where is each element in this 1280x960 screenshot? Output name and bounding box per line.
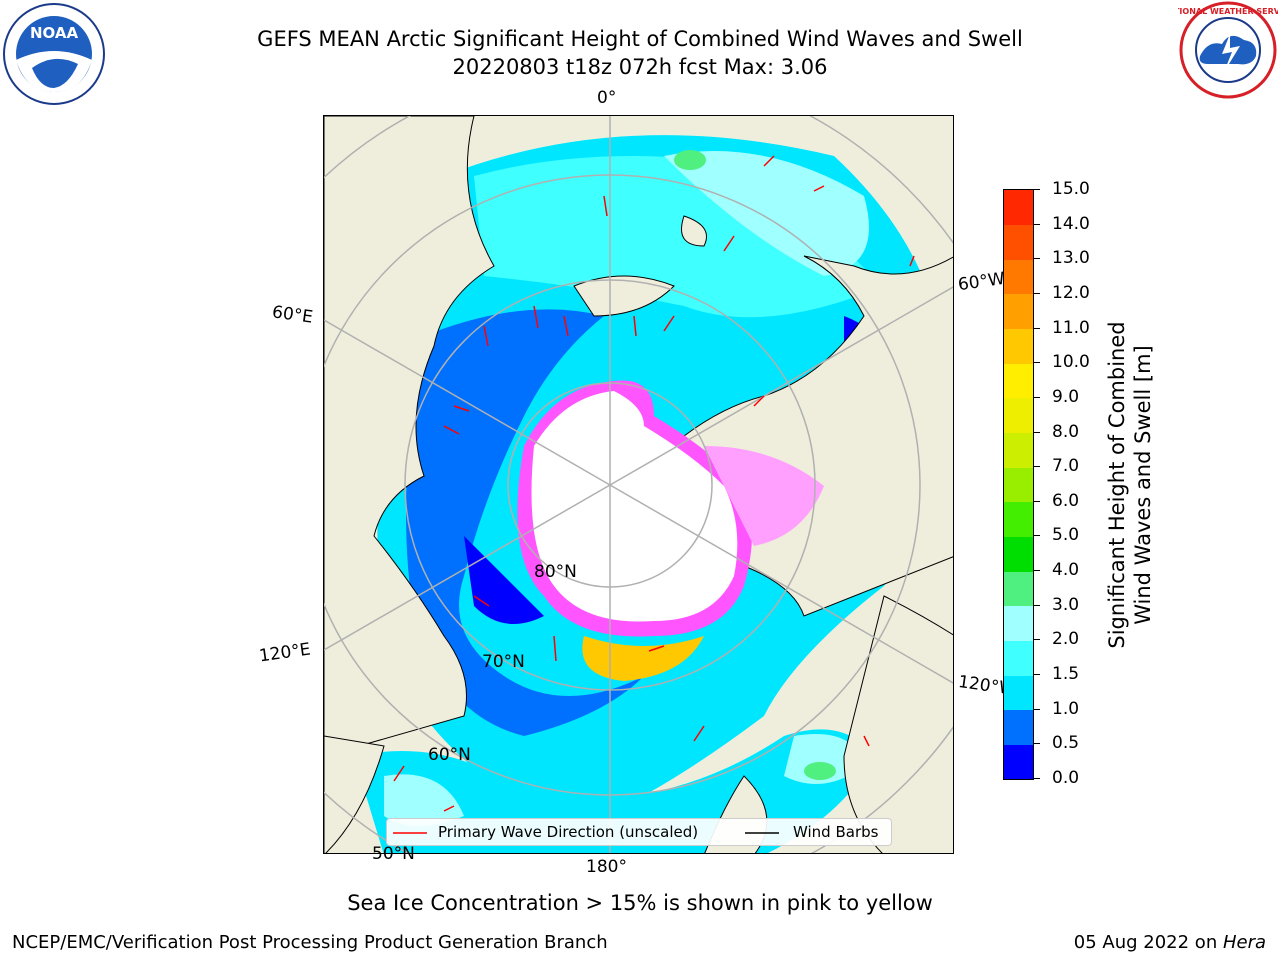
- colorbar-segment: [1004, 293, 1033, 330]
- colorbar-tick-label: 0.0: [1034, 768, 1079, 788]
- sea-ice-note: Sea Ice Concentration > 15% is shown in …: [347, 891, 933, 915]
- colorbar-segment: [1004, 744, 1033, 780]
- colorbar-segment: [1004, 190, 1033, 226]
- map-legend: Primary Wave Direction (unscaled) Wind B…: [386, 818, 892, 846]
- colorbar-segment: [1004, 675, 1033, 711]
- svg-text:NOAA: NOAA: [30, 24, 79, 42]
- footer-machine: Hera: [1222, 932, 1266, 953]
- primary-wave-swatch: [393, 832, 427, 834]
- title-line-2: 20220803 t18z 072h fcst Max: 3.06: [452, 55, 828, 79]
- legend-wind-barbs-label: Wind Barbs: [793, 823, 879, 841]
- colorbar-tick-label: 9.0: [1034, 387, 1079, 407]
- colorbar-tick-label: 6.0: [1034, 491, 1079, 511]
- colorbar-segment: [1004, 501, 1033, 537]
- wave-arrows: [393, 155, 915, 812]
- colorbar-tick-label: 1.5: [1034, 664, 1079, 684]
- colorbar-segment: [1004, 571, 1033, 607]
- wind-barb-swatch: [745, 832, 779, 834]
- lon-label-180: 180°: [586, 857, 627, 877]
- lon-label-0: 0°: [597, 88, 617, 108]
- colorbar-tick-label: 11.0: [1034, 318, 1090, 338]
- footer-date-text: 05 Aug 2022 on: [1073, 932, 1223, 953]
- map-frame: [323, 115, 954, 854]
- colorbar-label-line-2: Wind Waves and Swell [m]: [1131, 345, 1155, 625]
- svg-text:NATIONAL WEATHER SERVICE: NATIONAL WEATHER SERVICE: [1178, 7, 1278, 16]
- graticule: [324, 116, 953, 853]
- footer-date: 05 Aug 2022 on Hera: [1074, 932, 1266, 953]
- colorbar-segment: [1004, 640, 1033, 676]
- lat-label-50n: 50°N: [372, 844, 415, 864]
- colorbar-tick-label: 4.0: [1034, 560, 1079, 580]
- lat-label-80n: 80°N: [534, 562, 577, 582]
- legend-primary-wave-label: Primary Wave Direction (unscaled): [438, 823, 699, 841]
- lon-label-120e: 120°E: [257, 639, 312, 667]
- lat-label-70n: 70°N: [482, 652, 525, 672]
- colorbar-tick-label: 15.0: [1034, 179, 1090, 199]
- colorbar-tick-label: 13.0: [1034, 248, 1090, 268]
- colorbar-tick-label: 7.0: [1034, 456, 1079, 476]
- colorbar-tick-label: 0.5: [1034, 733, 1079, 753]
- colorbar-tick-label: 10.0: [1034, 352, 1090, 372]
- colorbar-segment: [1004, 328, 1033, 364]
- colorbar-segment: [1004, 605, 1033, 641]
- lat-label-60n: 60°N: [428, 745, 471, 765]
- colorbar-label-line-1: Significant Height of Combined: [1105, 321, 1129, 649]
- colorbar-tick-label: 1.0: [1034, 699, 1079, 719]
- colorbar-tick-label: 12.0: [1034, 283, 1090, 303]
- colorbar-tick-label: 8.0: [1034, 422, 1079, 442]
- lon-label-60w: 60°W: [956, 268, 1007, 296]
- colorbar-segment: [1004, 536, 1033, 572]
- nws-logo: NATIONAL WEATHER SERVICE: [1178, 1, 1278, 99]
- colorbar-tick-label: 14.0: [1034, 214, 1090, 234]
- noaa-logo: NOAA: [3, 3, 105, 105]
- colorbar-segment: [1004, 467, 1033, 503]
- colorbar-tick-label: 2.0: [1034, 629, 1079, 649]
- title-line-1: GEFS MEAN Arctic Significant Height of C…: [257, 27, 1023, 51]
- colorbar-segment: [1004, 363, 1033, 399]
- colorbar-tick-label: 3.0: [1034, 595, 1079, 615]
- colorbar-segment: [1004, 224, 1033, 260]
- sea-ice: [517, 380, 824, 681]
- colorbar-segment: [1004, 432, 1033, 468]
- colorbar-segment: [1004, 397, 1033, 434]
- colorbar-segment: [1004, 709, 1033, 745]
- polar-map: [324, 116, 953, 853]
- colorbar-tick-label: 5.0: [1034, 525, 1079, 545]
- colorbar-segment: [1004, 259, 1033, 295]
- lon-label-60e: 60°E: [270, 302, 315, 328]
- colorbar-label: Significant Height of Combined Wind Wave…: [1104, 185, 1156, 785]
- footer-branch: NCEP/EMC/Verification Post Processing Pr…: [12, 932, 608, 953]
- colorbar: [1003, 189, 1034, 780]
